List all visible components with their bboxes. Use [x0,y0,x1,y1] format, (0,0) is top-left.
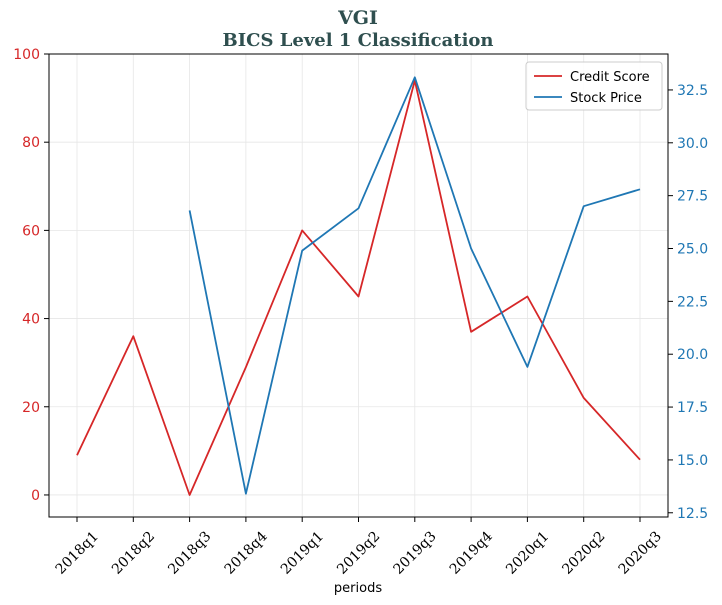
y-right-tick-label: 32.5 [677,83,708,99]
y-left-tick-label: 80 [22,135,40,151]
grid-layer [49,53,668,517]
x-tick-label: 2018q2 [109,529,158,578]
legend-label-stock-price: Stock Price [570,91,642,106]
x-tick-label: 2018q3 [165,529,214,578]
series-line-credit-score [76,79,641,496]
legend-box [525,61,663,111]
y-right-tick-label: 20.0 [677,347,708,363]
x-tick-label: 2020q3 [616,529,665,578]
y-right-tick-label: 30.0 [677,136,708,152]
series-layer [76,76,641,496]
y-right-tick-label: 17.5 [677,400,708,416]
y-left-tick-label: 60 [22,223,40,239]
x-tick-label: 2019q3 [390,529,439,578]
legend: Credit Score Stock Price [525,61,663,111]
y-right-tick-label: 15.0 [677,453,708,469]
x-axis-label: periods [334,581,382,596]
x-tick-label: 2018q1 [53,529,102,578]
x-tick-label: 2020q1 [503,529,552,578]
series-line-stock-price [188,76,641,495]
y-left-tick-label: 100 [13,47,40,63]
y-left-tick-label: 40 [22,312,40,328]
chart-subtitle: BICS Level 1 Classification [222,30,493,51]
x-tick-label: 2018q4 [222,528,271,577]
x-tick-label: 2019q4 [447,528,496,577]
x-tick-label: 2019q1 [278,529,327,578]
legend-label-credit-score: Credit Score [570,70,650,85]
y-left-tick-label: 20 [22,400,40,416]
y-right-tick-label: 12.5 [677,506,708,522]
chart-title: VGI [337,7,378,29]
y-left-tick-label: 0 [31,488,40,504]
x-tick-label: 2019q2 [334,529,383,578]
y-right-tick-label: 27.5 [677,189,708,205]
y-right-tick-label: 25.0 [677,242,708,258]
x-tick-label: 2020q2 [559,529,608,578]
axes-layer: 0 20 40 60 80 100 12.5 15.0 17.5 20.0 22.5 25.0 27.5… [13,47,708,578]
y-right-tick-label: 22.5 [677,294,708,310]
